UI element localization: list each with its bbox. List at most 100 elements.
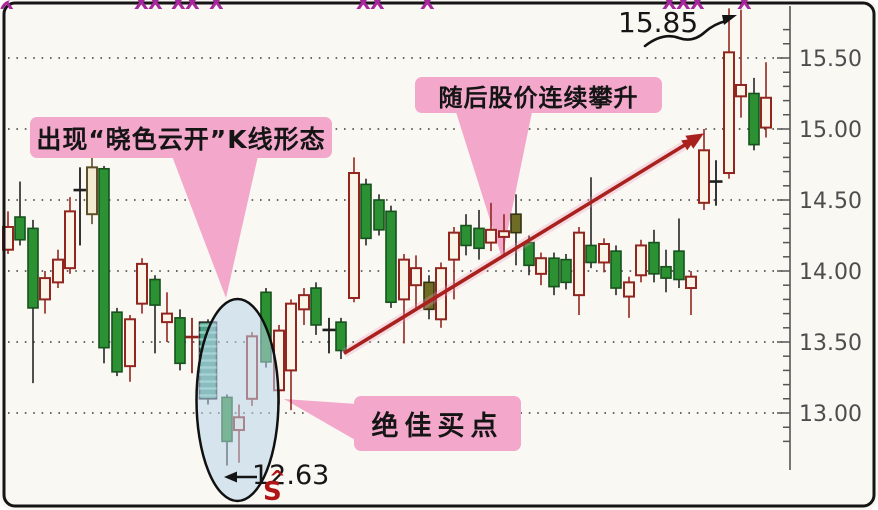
candle [660,249,672,293]
candle [560,253,572,290]
candle-body [485,228,497,244]
callout-buy-text: 绝佳买点 [371,411,504,442]
candle [14,181,26,246]
candle-body [473,227,485,250]
candle-body [285,302,297,372]
sell-x-mark: X [148,0,163,14]
candle-body [748,92,760,146]
sell-caret-mark: ^ [269,466,286,490]
candle-body [598,243,610,264]
candle [373,194,385,236]
candle-body [648,241,660,275]
candle-body [410,267,422,287]
candle-body [14,216,26,241]
candle [322,317,336,354]
candle [124,315,136,382]
candle-body [498,230,510,238]
candle-body [124,318,136,368]
candle-body [423,281,435,311]
sell-x-mark: X [356,0,371,14]
candle [709,160,723,206]
sell-x-mark: X [209,0,224,14]
candle [410,255,422,310]
sell-x-mark: X [662,0,677,14]
candle-body [760,96,772,129]
y-axis-label: 15.50 [799,47,862,72]
candle [698,129,710,210]
y-axis-label: 14.50 [799,189,862,214]
candle-body [723,51,735,175]
candle [161,292,173,342]
candle-body [535,257,547,275]
candle [52,249,64,289]
candle-body [510,213,522,234]
candle-body [161,312,173,324]
candle [585,177,597,269]
candle-body [360,183,372,240]
candle-body [348,172,360,299]
candle [39,271,51,314]
candle [310,282,322,335]
candle [111,307,123,377]
candle [610,245,622,296]
candle-body [685,275,697,290]
candle-body [111,311,123,373]
candle [73,167,87,246]
candle [685,271,697,316]
trendline-arrowhead [685,133,704,149]
callout-rise-text: 随后股价连续攀升 [438,83,639,112]
y-axis-label: 14.00 [799,260,862,285]
candle-body [149,278,161,306]
peak-price-label: 15.85 [618,6,699,39]
candle [760,62,772,138]
candle [548,252,560,296]
candle-body [86,166,98,216]
callout-pattern-text: 出现“晓色云开”K线形态 [36,124,326,154]
candle [473,209,485,260]
candle [723,8,735,179]
candle-body [98,167,110,349]
sell-x-mark: X [171,0,186,14]
callout-rise-box: 随后股价连续攀升 [415,77,662,113]
candle [423,275,435,320]
candle [623,276,635,318]
sell-x-mark: X [370,0,385,14]
candle-body [460,224,472,247]
low-arrowhead [224,471,237,483]
candle [673,218,685,289]
sell-x-mark: X [676,0,691,14]
candle-body [310,287,322,326]
candle [86,157,98,225]
callout-rise-pointer [456,112,532,258]
sell-x-mark: X [134,0,149,14]
trendline [343,135,698,355]
low-price-label: 12.63 [252,460,330,491]
candle [648,229,660,283]
candle-body [27,227,39,309]
candle [398,253,410,344]
candle-body [560,258,572,284]
candle-body [136,262,148,305]
candle [335,317,347,360]
candle-body [398,258,410,301]
sell-x-mark: X [185,0,200,14]
candle [98,165,110,364]
candle-body [573,231,585,297]
candle [27,219,39,384]
candle-body [373,199,385,231]
candle-body [335,321,347,352]
callout-buy-pointer [284,399,357,441]
candle [573,226,585,316]
candle [360,178,372,246]
y-axis-label: 13.00 [799,402,862,427]
y-axis-label: 15.00 [799,118,862,143]
candle-body [735,83,747,98]
sell-marker: S [263,477,282,507]
candle [64,197,76,274]
candle-body [585,244,597,264]
callout-pattern-pointer [172,156,258,298]
candle [185,317,199,374]
